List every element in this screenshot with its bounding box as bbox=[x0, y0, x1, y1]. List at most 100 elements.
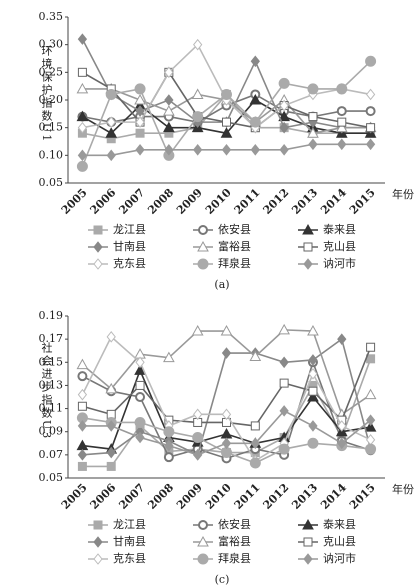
point bbox=[192, 432, 204, 443]
point bbox=[366, 342, 376, 352]
point bbox=[163, 105, 175, 116]
point bbox=[135, 128, 145, 138]
point bbox=[249, 116, 261, 128]
point bbox=[222, 117, 231, 127]
point bbox=[279, 405, 289, 417]
x-tick-label: 2009 bbox=[174, 481, 205, 512]
legend-marker bbox=[93, 520, 103, 530]
point bbox=[135, 105, 145, 117]
x-tick-label: 2008 bbox=[145, 481, 176, 512]
point bbox=[337, 437, 347, 450]
y-tick-label: 0.13 bbox=[39, 378, 64, 391]
point bbox=[337, 117, 347, 127]
legend-label: 富裕县 bbox=[218, 534, 251, 548]
point bbox=[77, 388, 88, 401]
caption: (a) bbox=[214, 278, 229, 291]
x-tick-label: 2006 bbox=[88, 186, 119, 217]
y-tick-label: 0.05 bbox=[39, 176, 64, 189]
point bbox=[364, 421, 377, 432]
point bbox=[106, 331, 116, 343]
point bbox=[365, 414, 376, 426]
point bbox=[193, 38, 203, 51]
point bbox=[191, 88, 204, 99]
point bbox=[279, 143, 289, 156]
legend-label: 依安县 bbox=[218, 222, 251, 236]
point bbox=[106, 420, 116, 432]
point bbox=[135, 143, 145, 156]
point bbox=[76, 82, 89, 94]
point bbox=[365, 88, 376, 101]
legend-label: 依安县 bbox=[218, 517, 251, 531]
y-tick-label: 0.17 bbox=[39, 332, 64, 345]
point bbox=[221, 347, 232, 359]
point bbox=[307, 437, 319, 449]
point bbox=[106, 446, 116, 459]
point bbox=[278, 110, 290, 122]
y-tick-label: 0.11 bbox=[39, 402, 64, 415]
point bbox=[77, 121, 88, 134]
point bbox=[250, 421, 260, 431]
y-tick-label: 0.07 bbox=[39, 448, 64, 461]
point bbox=[105, 88, 117, 100]
legend-marker bbox=[303, 242, 313, 252]
point bbox=[76, 160, 88, 172]
point bbox=[105, 382, 118, 394]
point bbox=[106, 116, 116, 128]
legend-label: 甘南县 bbox=[113, 535, 146, 548]
x-tick-label: 2015 bbox=[347, 186, 378, 217]
legend-marker bbox=[93, 225, 103, 235]
x-tick-label: 2007 bbox=[116, 186, 147, 217]
point bbox=[308, 368, 318, 380]
point bbox=[106, 461, 116, 471]
point bbox=[164, 66, 174, 79]
point bbox=[307, 390, 319, 402]
point bbox=[365, 106, 376, 117]
point bbox=[220, 325, 233, 336]
point bbox=[337, 333, 347, 345]
point bbox=[249, 93, 262, 105]
legend-label: 拜泉县 bbox=[218, 551, 251, 565]
legend-marker bbox=[197, 535, 209, 547]
point bbox=[105, 127, 118, 138]
x-tick-label: 2010 bbox=[203, 481, 234, 512]
point bbox=[76, 110, 89, 122]
y-tick-label: 0.05 bbox=[39, 471, 64, 484]
x-tick-label: 2015 bbox=[347, 481, 378, 512]
legend-marker bbox=[197, 553, 209, 565]
y-tick-label: 0.09 bbox=[39, 425, 64, 438]
point bbox=[250, 143, 260, 156]
point bbox=[307, 127, 319, 138]
x-tick-label: 2014 bbox=[318, 481, 349, 512]
point bbox=[163, 452, 174, 463]
x-tick-label: 2005 bbox=[59, 481, 90, 512]
point bbox=[221, 143, 232, 156]
legend-label: 讷河市 bbox=[323, 551, 356, 565]
x-tick-label: 2012 bbox=[261, 481, 292, 512]
point bbox=[134, 83, 146, 95]
legend-label: 讷河市 bbox=[323, 256, 356, 270]
point bbox=[308, 386, 318, 396]
point bbox=[336, 106, 347, 117]
y-tick-label: 0.19 bbox=[39, 309, 64, 322]
legend-marker bbox=[198, 225, 208, 235]
point bbox=[191, 325, 204, 336]
x-tick-label: 2013 bbox=[289, 186, 320, 217]
point bbox=[77, 449, 88, 461]
point bbox=[279, 99, 289, 112]
point bbox=[77, 401, 87, 411]
point bbox=[364, 388, 377, 400]
point bbox=[193, 449, 203, 461]
point bbox=[135, 431, 145, 444]
point bbox=[135, 380, 145, 390]
point bbox=[250, 55, 260, 68]
point bbox=[77, 67, 87, 77]
legend-marker bbox=[303, 553, 313, 565]
series-line bbox=[82, 43, 371, 129]
x-tick-label: 2009 bbox=[174, 186, 205, 217]
point bbox=[77, 461, 87, 471]
point bbox=[308, 112, 318, 122]
point bbox=[249, 457, 261, 469]
point bbox=[365, 138, 376, 151]
point bbox=[279, 121, 289, 134]
point bbox=[163, 121, 175, 133]
